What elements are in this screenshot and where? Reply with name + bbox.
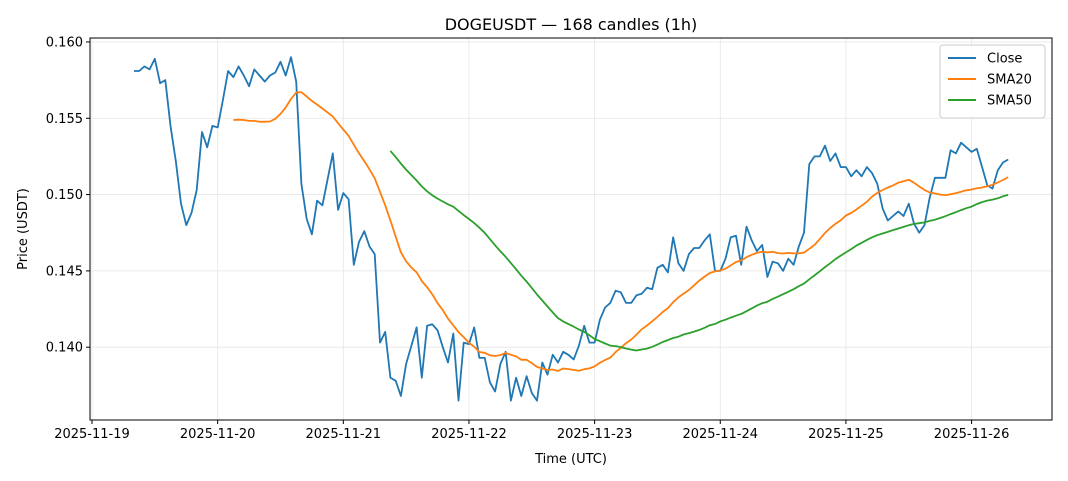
series-line-sma50 <box>389 150 1009 352</box>
series-line-sma20 <box>233 91 1009 372</box>
plot-frame <box>89 37 1053 421</box>
y-axis: 0.140 0.145 0.150 0.155 0.160 <box>46 35 90 356</box>
y-tick-label: 0.155 <box>46 112 83 127</box>
series-lines <box>133 56 1009 402</box>
x-tick-label: 2025-11-20 <box>180 427 256 442</box>
x-axis: 2025-11-19 2025-11-20 2025-11-21 2025-11-22… <box>54 420 1009 442</box>
x-tick-label: 2025-11-22 <box>431 427 507 442</box>
y-tick-label: 0.145 <box>46 264 83 279</box>
legend: Close SMA20 SMA50 <box>939 44 1046 119</box>
y-axis-label: Price (USDT) <box>16 188 31 270</box>
x-tick-label: 2025-11-21 <box>306 427 382 442</box>
x-tick-label: 2025-11-23 <box>557 427 633 442</box>
x-tick-label: 2025-11-19 <box>54 427 130 442</box>
grid <box>90 38 1052 420</box>
series-line-close <box>133 56 1009 402</box>
chart-title: DOGEUSDT — 168 candles (1h) <box>445 15 698 34</box>
x-axis-label: Time (UTC) <box>534 452 607 467</box>
y-tick-label: 0.140 <box>46 341 83 356</box>
x-tick-label: 2025-11-26 <box>934 427 1010 442</box>
legend-label-close: Close <box>987 52 1022 67</box>
x-tick-label: 2025-11-24 <box>682 427 758 442</box>
legend-label-sma20: SMA20 <box>987 73 1032 88</box>
y-tick-label: 0.160 <box>46 35 83 50</box>
x-tick-label: 2025-11-25 <box>808 427 884 442</box>
y-tick-label: 0.150 <box>46 188 83 203</box>
legend-label-sma50: SMA50 <box>987 94 1032 109</box>
